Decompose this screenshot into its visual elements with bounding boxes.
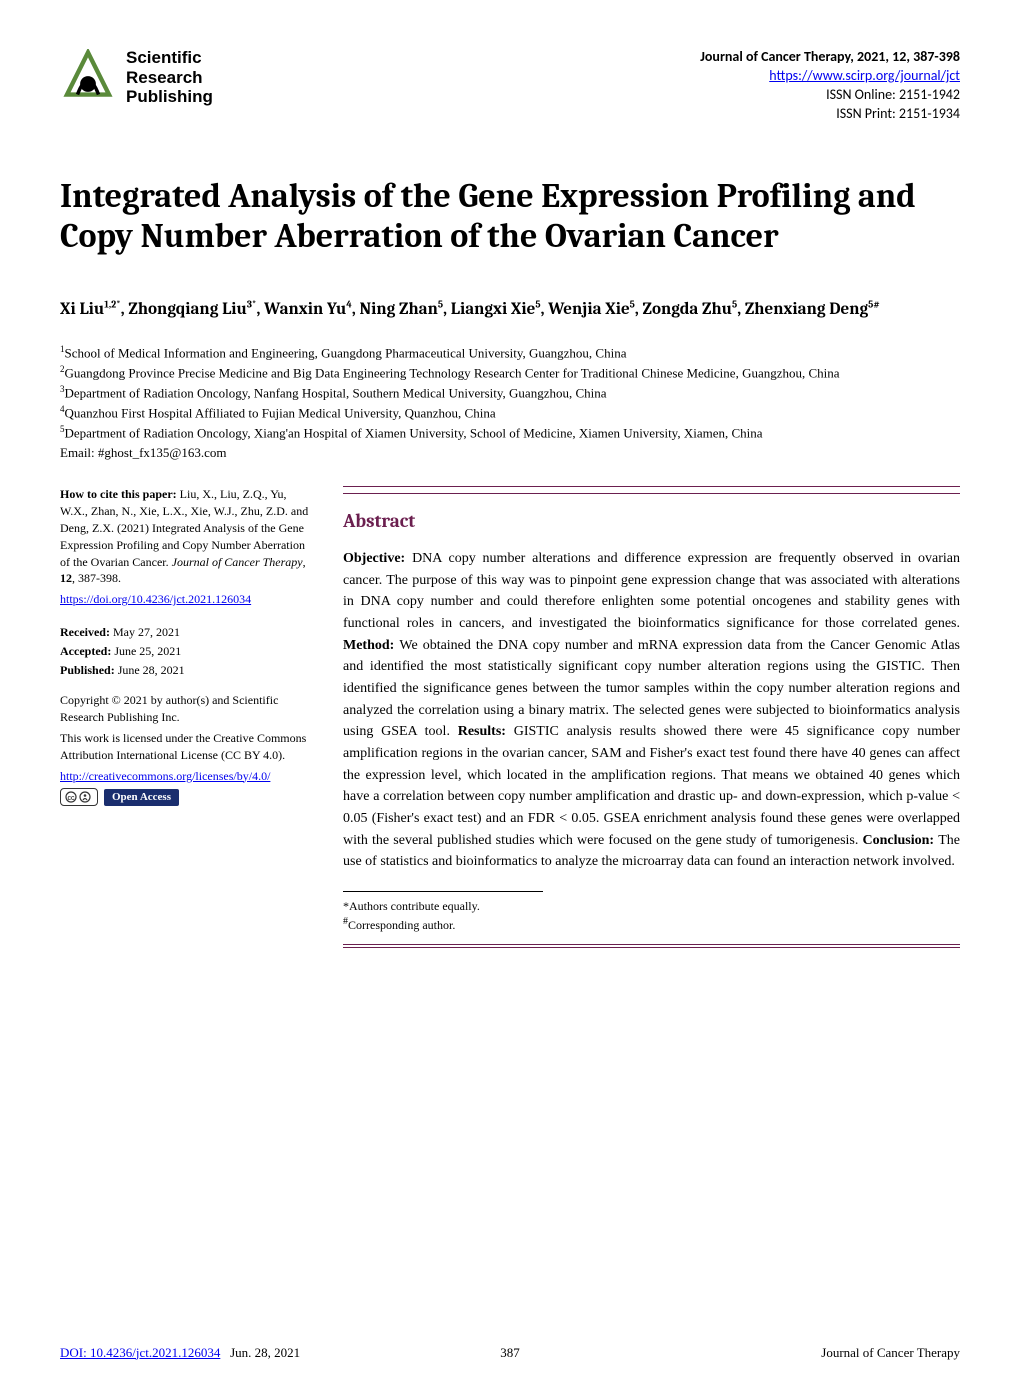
footer-doi[interactable]: DOI: 10.4236/jct.2021.126034: [60, 1345, 220, 1360]
affiliations: 1School of Medical Information and Engin…: [60, 343, 960, 463]
publisher-logo: Scientific Research Publishing: [60, 48, 213, 107]
footnote-corresponding: #Corresponding author.: [343, 915, 960, 934]
email-line: Email: #ghost_fx135@163.com: [60, 444, 960, 463]
abstract-column: Abstract Objective: DNA copy number alte…: [343, 486, 960, 947]
dates-block: Received: May 27, 2021 Accepted: June 25…: [60, 624, 315, 678]
cc-badge-row: cc Open Access: [60, 788, 315, 806]
footer-left: DOI: 10.4236/jct.2021.126034 Jun. 28, 20…: [60, 1343, 300, 1363]
publisher-logo-text: Scientific Research Publishing: [126, 48, 213, 107]
article-title: Integrated Analysis of the Gene Expressi…: [60, 176, 960, 258]
authors: Xi Liu1,2*, Zhongqiang Liu3*, Wanxin Yu4…: [60, 297, 960, 323]
license-line: This work is licensed under the Creative…: [60, 730, 315, 764]
svg-text:cc: cc: [68, 795, 76, 802]
affiliation-4: 4Quanzhou First Hospital Affiliated to F…: [60, 403, 960, 423]
journal-info: Journal of Cancer Therapy, 2021, 12, 387…: [700, 48, 960, 124]
how-to-cite: How to cite this paper: Liu, X., Liu, Z.…: [60, 486, 315, 587]
cc-url[interactable]: http://creativecommons.org/licenses/by/4…: [60, 769, 270, 783]
abstract-body: Objective: DNA copy number alterations a…: [343, 548, 960, 873]
footer-journal: Journal of Cancer Therapy: [821, 1343, 960, 1363]
abstract-heading: Abstract: [343, 507, 960, 536]
two-column-region: How to cite this paper: Liu, X., Liu, Z.…: [60, 486, 960, 947]
published-date: Published: June 28, 2021: [60, 662, 315, 679]
abstract-top-rule: [343, 486, 960, 487]
copyright-line: Copyright © 2021 by author(s) and Scient…: [60, 692, 315, 726]
issn-print: ISSN Print: 2151-1934: [700, 105, 960, 124]
cc-icon: cc: [60, 788, 98, 806]
accepted-date: Accepted: June 25, 2021: [60, 643, 315, 660]
footer-page: 387: [500, 1343, 520, 1363]
affiliation-5: 5Department of Radiation Oncology, Xiang…: [60, 423, 960, 443]
received-date: Received: May 27, 2021: [60, 624, 315, 641]
page-header: Scientific Research Publishing Journal o…: [60, 48, 960, 124]
open-access-badge: Open Access: [104, 789, 179, 806]
affiliation-1: 1School of Medical Information and Engin…: [60, 343, 960, 363]
left-sidebar: How to cite this paper: Liu, X., Liu, Z.…: [60, 486, 315, 947]
journal-title-line: Journal of Cancer Therapy, 2021, 12, 387…: [700, 48, 960, 67]
doi-link[interactable]: https://doi.org/10.4236/jct.2021.126034: [60, 591, 251, 608]
issn-online: ISSN Online: 2151-1942: [700, 86, 960, 105]
journal-url[interactable]: https://www.scirp.org/journal/jct: [769, 67, 960, 84]
page-footer: DOI: 10.4236/jct.2021.126034 Jun. 28, 20…: [60, 1343, 960, 1363]
srp-logo-icon: [60, 49, 116, 105]
footnote-equal: *Authors contribute equally.: [343, 898, 960, 915]
affiliation-2: 2Guangdong Province Precise Medicine and…: [60, 363, 960, 383]
footnote-rule: [343, 891, 543, 892]
affiliation-3: 3Department of Radiation Oncology, Nanfa…: [60, 383, 960, 403]
